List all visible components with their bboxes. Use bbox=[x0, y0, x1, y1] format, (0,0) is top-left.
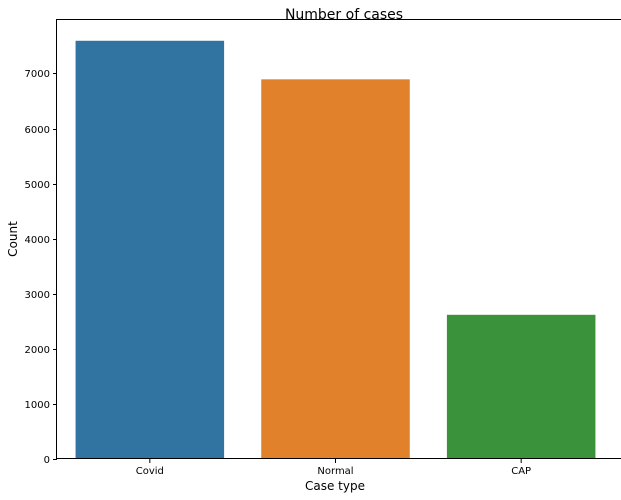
chart-title: Number of cases bbox=[285, 7, 403, 23]
y-tick-label: 3000 bbox=[25, 290, 50, 301]
x-axis-label: Case type bbox=[305, 479, 365, 493]
y-tick-label: 7000 bbox=[25, 69, 50, 80]
y-tick-label: 1000 bbox=[25, 400, 50, 411]
y-axis-ticks: 0 1000 2000 3000 4000 5000 6000 7000 bbox=[25, 69, 57, 466]
plot-frame bbox=[56, 19, 621, 459]
x-tick-label: Covid bbox=[136, 466, 164, 477]
y-tick-label: 0 bbox=[44, 455, 50, 466]
y-tick-label: 6000 bbox=[25, 125, 50, 136]
y-tick-label: 4000 bbox=[25, 235, 50, 246]
y-axis-label: Count bbox=[6, 221, 20, 257]
bar-normal bbox=[261, 79, 410, 459]
x-tick-label: CAP bbox=[511, 466, 531, 477]
bars-group bbox=[75, 40, 596, 460]
x-axis-ticks: Covid Normal CAP bbox=[136, 459, 531, 477]
x-tick-label: Normal bbox=[317, 466, 353, 477]
bar-cap bbox=[446, 314, 596, 459]
y-tick-label: 5000 bbox=[25, 180, 50, 191]
y-tick-label: 2000 bbox=[25, 345, 50, 356]
bar-covid bbox=[75, 40, 225, 460]
